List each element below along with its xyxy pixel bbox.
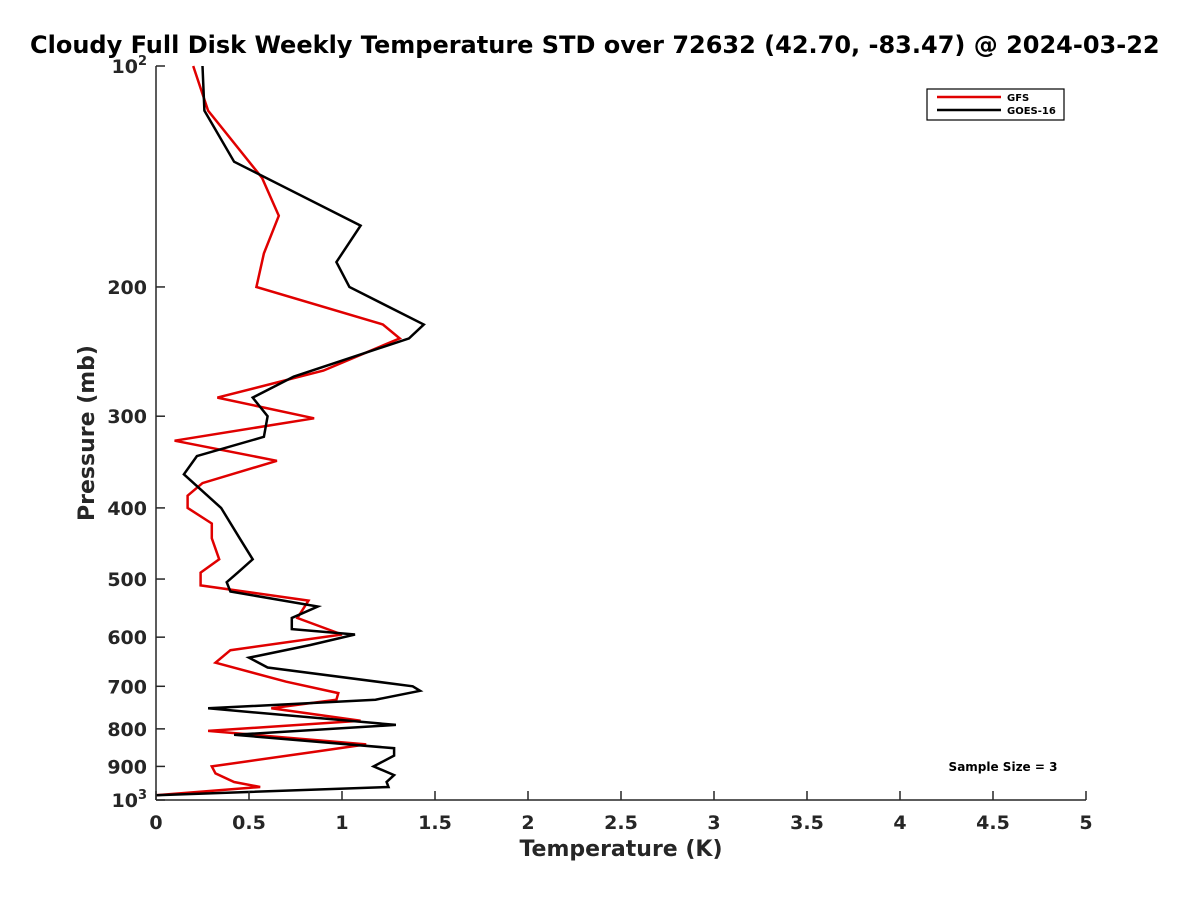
y-tick-label: 900	[107, 756, 147, 778]
y-tick-label: 600	[107, 627, 147, 649]
y-tick-label: 400	[107, 498, 147, 520]
x-tick-label: 4	[893, 812, 906, 834]
legend-label-gfs: GFS	[1007, 93, 1029, 104]
legend-label-goes16: GOES-16	[1007, 106, 1056, 117]
plot-lines	[155, 65, 426, 797]
x-tick-label: 0.5	[232, 812, 266, 834]
y-tick-label: 200	[107, 277, 147, 299]
axes	[155, 66, 1086, 801]
legend-box	[926, 88, 1065, 121]
x-tick-label: 3	[707, 812, 720, 834]
x-tick-label: 3.5	[790, 812, 824, 834]
y-tick-label: 102	[112, 54, 148, 78]
y-tick-label: 700	[107, 676, 147, 698]
chart-title: Cloudy Full Disk Weekly Temperature STD …	[30, 31, 1160, 59]
legend: GFS GOES-16	[926, 88, 1065, 121]
x-axis-label: Temperature (K)	[519, 837, 722, 862]
series-line-goes-16	[155, 65, 426, 797]
x-tick-label: 1.5	[418, 812, 452, 834]
sample-size-annotation: Sample Size = 3	[949, 760, 1058, 774]
x-tick-label: 2	[521, 812, 534, 834]
y-ticks: 102 200 300 400 500 600 700 800 900 103	[107, 54, 165, 812]
y-tick-label: 500	[107, 569, 147, 591]
y-tick-label: 103	[112, 788, 148, 812]
x-tick-label: 0	[149, 812, 162, 834]
x-ticks: 0 0.5 1 1.5 2 2.5 3 3.5 4 4.5 5	[149, 791, 1093, 834]
series-line-gfs	[155, 65, 403, 797]
y-tick-label: 800	[107, 719, 147, 741]
y-tick-label: 300	[107, 406, 147, 428]
x-tick-label: 1	[335, 812, 348, 834]
x-tick-label: 4.5	[976, 812, 1010, 834]
y-axis-label: Pressure (mb)	[75, 345, 100, 521]
x-tick-label: 5	[1079, 812, 1092, 834]
x-tick-label: 2.5	[604, 812, 638, 834]
